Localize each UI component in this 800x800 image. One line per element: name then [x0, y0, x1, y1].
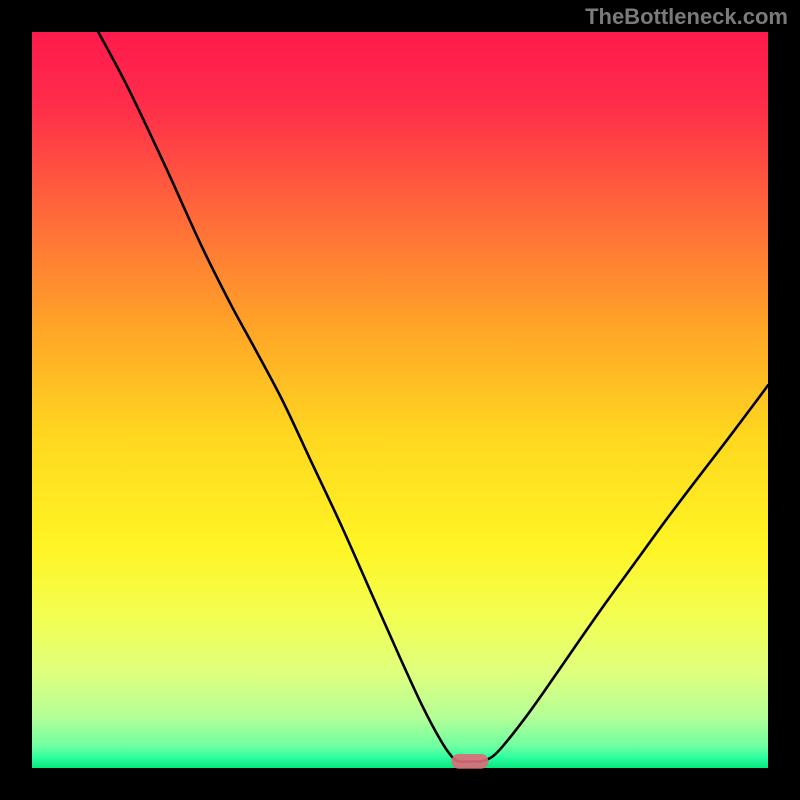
chart-svg	[0, 0, 800, 800]
bottleneck-chart: TheBottleneck.com	[0, 0, 800, 800]
min-marker	[452, 754, 489, 769]
watermark-text: TheBottleneck.com	[585, 4, 788, 30]
